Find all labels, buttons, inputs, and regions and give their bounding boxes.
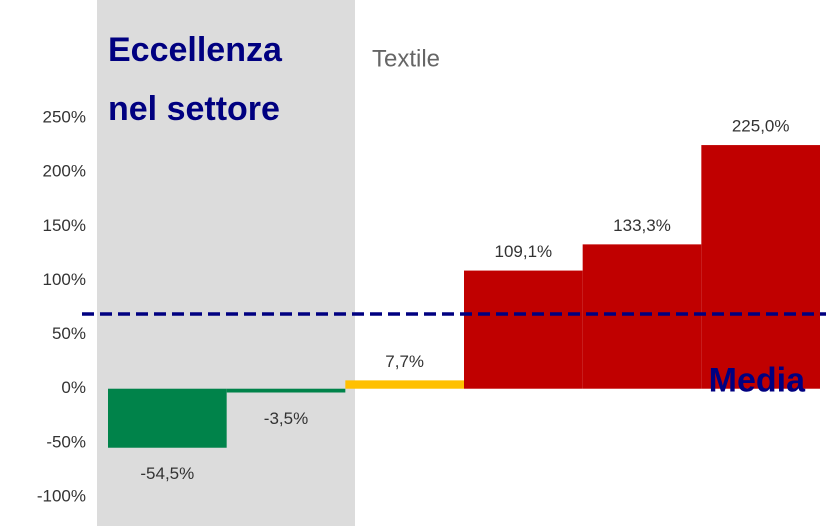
y-tick-label: 150%	[43, 216, 86, 235]
y-tick-label: 0%	[61, 378, 86, 397]
y-tick-label: 50%	[52, 324, 86, 343]
y-tick-label: 200%	[43, 162, 86, 181]
bar	[108, 388, 227, 448]
value-label: -3,5%	[264, 409, 308, 428]
y-tick-label: -50%	[46, 432, 86, 451]
chart-title: Textile	[372, 45, 440, 72]
annotation-line: Eccellenza	[108, 31, 283, 69]
y-tick-label: -100%	[37, 486, 86, 505]
annotation-line: nel settore	[108, 90, 280, 128]
bar	[345, 380, 464, 389]
bar	[582, 244, 702, 389]
bar	[701, 145, 820, 389]
y-tick-label: 250%	[43, 107, 86, 126]
value-label: 225,0%	[732, 117, 790, 136]
value-label: 7,7%	[385, 352, 424, 371]
reference-label: Media	[709, 362, 806, 400]
y-tick-label: 100%	[43, 270, 86, 289]
bar	[226, 388, 346, 393]
value-label: 109,1%	[494, 242, 552, 261]
value-label: -54,5%	[140, 464, 194, 483]
bar	[464, 270, 583, 389]
value-label: 133,3%	[613, 216, 671, 235]
